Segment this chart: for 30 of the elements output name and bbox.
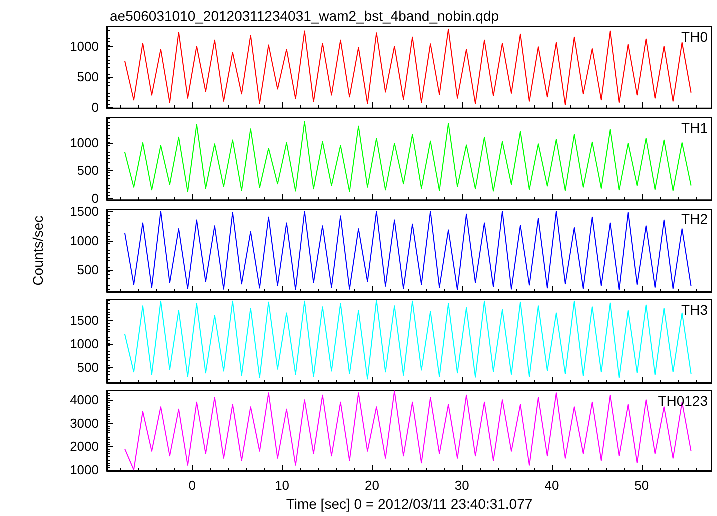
annotation: TH3	[682, 302, 708, 318]
annotation: TH0	[682, 29, 708, 45]
annotation: TH2	[682, 211, 708, 227]
y-tick-label: 2000	[70, 439, 99, 454]
x-tick-label: 20	[364, 478, 380, 493]
x-tick-label: 0	[188, 478, 196, 493]
x-tick-label: 50	[634, 478, 650, 493]
y-tick-label: 4000	[70, 392, 99, 408]
y-tick-label: 1000	[70, 462, 99, 478]
y-tick-label: 1500	[70, 312, 99, 328]
annotation: TH0123	[658, 393, 708, 409]
y-tick-label: 500	[77, 262, 99, 278]
y-tick-label: 1500	[70, 204, 99, 219]
y-axis-title: Counts/sec	[30, 216, 46, 286]
y-tick-label: 1000	[70, 233, 99, 248]
y-tick-label: 500	[77, 70, 99, 85]
x-axis-title: Time [sec] 0 = 2012/03/11 23:40:31.077	[286, 496, 533, 512]
y-tick-label: 3000	[70, 416, 99, 431]
y-tick-label: 1000	[70, 135, 99, 150]
x-tick-label: 10	[275, 478, 290, 493]
y-tick-label: 1000	[70, 336, 99, 352]
y-tick-label: 500	[77, 163, 99, 178]
y-tick-label: 0	[92, 100, 99, 115]
x-tick-label: 40	[544, 478, 560, 493]
y-tick-label: 500	[77, 360, 99, 375]
x-tick-label: 30	[454, 478, 470, 493]
annotation: TH1	[682, 120, 708, 136]
y-tick-label: 1000	[70, 39, 99, 54]
y-tick-label: 0	[92, 191, 99, 206]
chart-title: ae506031010_20120311234031_wam2_bst_4band_nobin.qdp	[110, 8, 500, 24]
